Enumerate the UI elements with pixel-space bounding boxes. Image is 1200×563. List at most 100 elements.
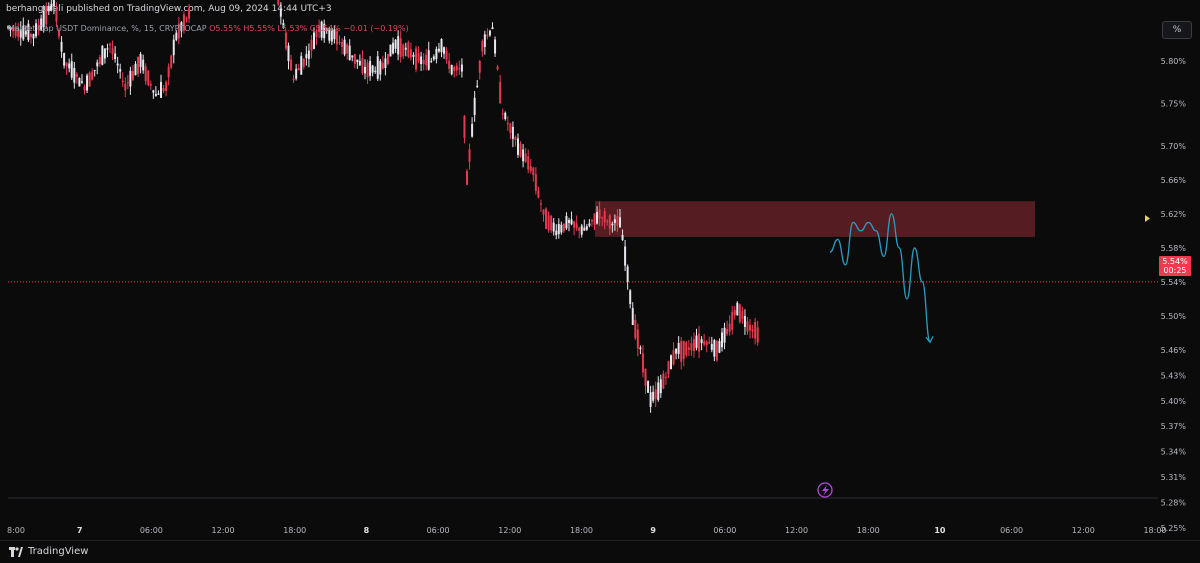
candle-body (504, 112, 507, 120)
candle-body (675, 348, 678, 354)
legend-name: Market Cap USDT Dominance, %, 15, CRYPTO… (8, 24, 207, 33)
candle-body (700, 339, 703, 344)
candle-body (733, 309, 736, 316)
tradingview-brand[interactable]: TradingView (9, 546, 88, 557)
candle-body (741, 310, 744, 320)
y-tick-label: 5.46% (1161, 346, 1187, 355)
candle-body (738, 304, 741, 322)
candle-body (364, 66, 366, 74)
candle-body (529, 166, 532, 172)
candle-body (389, 44, 392, 57)
candle-body (40, 18, 43, 30)
candles (7, 0, 759, 413)
candle-body (343, 39, 346, 55)
x-tick-label: 12:00 (785, 526, 808, 535)
lightning-icon[interactable] (817, 482, 833, 498)
candle-body (593, 213, 596, 225)
candle-body (575, 223, 578, 229)
candle-body (603, 211, 606, 223)
candle-body (427, 50, 430, 70)
candle-body (672, 350, 675, 365)
candle-body (63, 52, 66, 66)
candle-body (287, 45, 290, 62)
candle-body (392, 42, 395, 54)
candle-body (279, 8, 282, 17)
x-tick-label: 18:00 (283, 526, 306, 535)
candle-body (534, 174, 537, 191)
supply-zone (595, 201, 1035, 237)
candle-body (682, 340, 685, 360)
candle-body (728, 323, 731, 332)
candle-body (361, 58, 364, 73)
candle-body (751, 328, 754, 332)
candle-body (624, 246, 627, 266)
candle-body (422, 59, 425, 65)
candle-body (295, 68, 298, 79)
y-tick-label: 5.43% (1161, 371, 1187, 380)
percent-scale-button[interactable]: % (1162, 21, 1192, 39)
price-chart[interactable]: 5.80% 5.75% 5.70% 5.66% 5.62% 5.58% 5.54% 5.50%… (0, 0, 1200, 540)
candle-body (550, 215, 553, 231)
legend-open: O5.55% (209, 24, 241, 33)
x-axis: 8:00 7 06:00 12:00 18:00 8 06:00 12:00 18:00 9 06:… (7, 526, 1167, 535)
candle-body (96, 62, 99, 67)
candle-body (450, 65, 453, 75)
candle-body (460, 64, 463, 72)
y-tick-label: 5.37% (1161, 422, 1187, 431)
y-tick-label: 5.31% (1161, 473, 1187, 482)
candle-body (341, 41, 344, 47)
candle-body (685, 342, 688, 356)
candle-body (415, 48, 417, 70)
candle-body (68, 63, 71, 69)
candle-body (562, 223, 565, 232)
y-tick-label: 5.70% (1161, 142, 1187, 151)
candle-body (654, 389, 657, 399)
candle-body (134, 63, 137, 76)
candle-body (109, 43, 111, 46)
candle-body (7, 26, 9, 28)
x-tick-label: 18:00 (1143, 526, 1166, 535)
candle-body (705, 341, 708, 346)
candle-body (114, 53, 117, 60)
candle-body (573, 221, 576, 228)
candle-body (514, 137, 517, 141)
candle-body (27, 23, 30, 41)
candle-body (647, 381, 650, 393)
candle-body (432, 56, 435, 60)
candle-body (455, 65, 458, 71)
y-tick-label: 5.34% (1161, 448, 1187, 457)
candle-body (124, 83, 127, 91)
candle-body (369, 60, 372, 76)
candle-body (621, 235, 624, 241)
candle-body (486, 34, 489, 37)
y-axis: 5.80% 5.75% 5.70% 5.66% 5.62% 5.58% 5.54% 5.50%… (1161, 57, 1187, 533)
candle-body (749, 325, 752, 331)
candle-body (42, 10, 45, 28)
candle-body (9, 26, 12, 30)
candle-body (468, 149, 471, 162)
candle-body (606, 221, 609, 223)
y-tick-label: 5.25% (1161, 524, 1187, 533)
candle-body (17, 27, 20, 37)
candle-body (353, 54, 356, 65)
footer: TradingView (0, 540, 1200, 563)
candle-body (144, 66, 147, 82)
candle-body (98, 57, 101, 65)
candle-body (667, 361, 670, 374)
candle-body (185, 17, 188, 20)
candle-body (695, 335, 698, 349)
candle-body (402, 44, 405, 57)
candle-body (718, 341, 721, 353)
candle-body (583, 227, 586, 231)
candle-body (313, 32, 315, 49)
candle-body (376, 56, 379, 79)
y-tick-label: 5.62% (1161, 210, 1187, 219)
x-tick-label: 7 (77, 526, 83, 535)
candle-body (91, 71, 94, 80)
candle-body (453, 67, 456, 71)
candle-body (320, 21, 323, 38)
candle-body (532, 167, 535, 176)
x-tick-label: 12:00 (498, 526, 521, 535)
candle-body (165, 82, 168, 92)
candle-body (371, 65, 374, 73)
